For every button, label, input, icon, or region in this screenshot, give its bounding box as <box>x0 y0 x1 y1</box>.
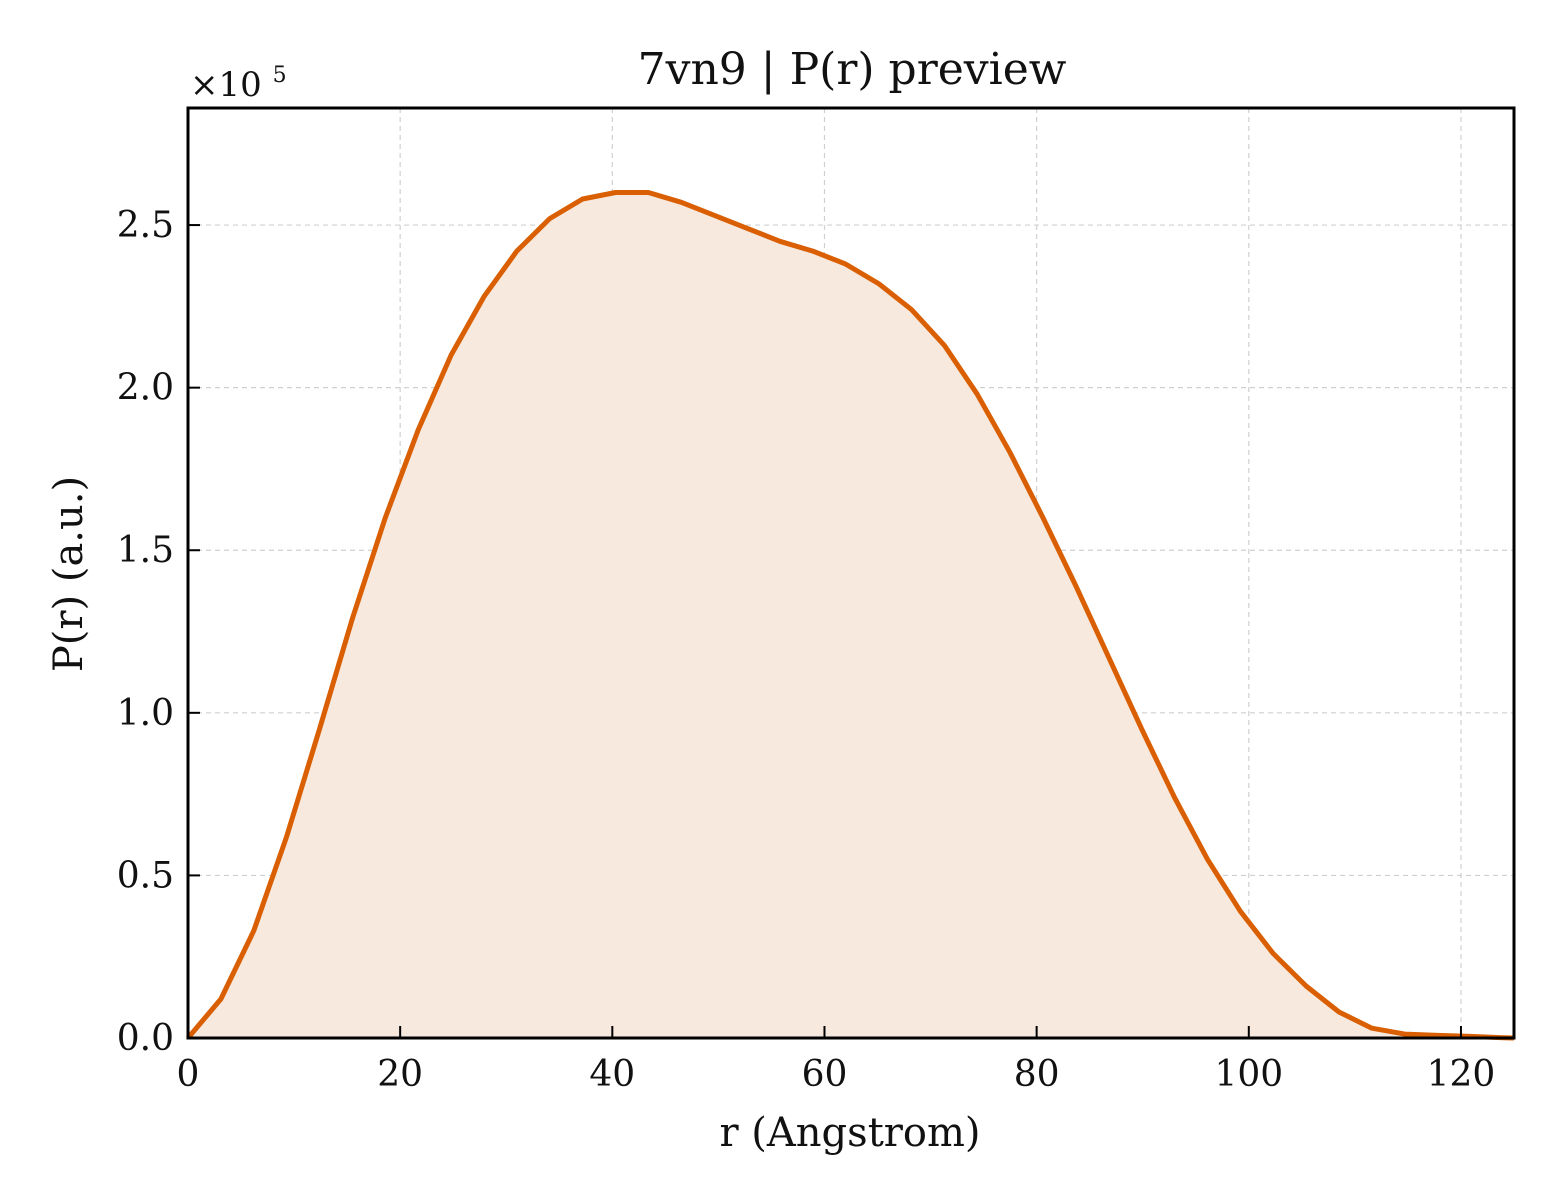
y-tick-label: 0.0 <box>117 1018 174 1059</box>
x-tick-label: 0 <box>177 1054 200 1095</box>
y-tick-label: 1.0 <box>117 693 174 734</box>
area-fill <box>188 192 1514 1038</box>
y-axis-multiplier-base: ×10 <box>190 65 262 105</box>
x-tick-label: 120 <box>1427 1054 1496 1095</box>
y-tick-label: 2.5 <box>117 205 174 246</box>
y-tick-label: 1.5 <box>117 530 174 571</box>
x-axis-ticks: 0 20 40 60 80 100 120 <box>177 1026 1496 1095</box>
plot-frame <box>186 106 1516 1040</box>
y-axis-multiplier: ×10 5 <box>190 63 287 105</box>
y-axis-multiplier-exponent: 5 <box>273 63 287 88</box>
x-tick-label: 80 <box>1014 1054 1060 1095</box>
y-axis-ticks: 0.0 0.5 1.0 1.5 2.0 2.5 <box>117 205 200 1059</box>
x-tick-label: 20 <box>377 1054 423 1095</box>
x-tick-label: 60 <box>802 1054 848 1095</box>
x-axis-label: r (Angstrom) <box>719 1110 980 1156</box>
y-axis-label: P(r) (a.u.) <box>46 476 92 672</box>
x-tick-label: 40 <box>589 1054 635 1095</box>
series-line <box>186 190 1515 1041</box>
y-tick-label: 0.5 <box>117 855 174 896</box>
chart-title: 7vn9 | P(r) preview <box>638 44 1067 95</box>
y-tick-label: 2.0 <box>117 368 174 409</box>
x-tick-label: 100 <box>1214 1054 1283 1095</box>
